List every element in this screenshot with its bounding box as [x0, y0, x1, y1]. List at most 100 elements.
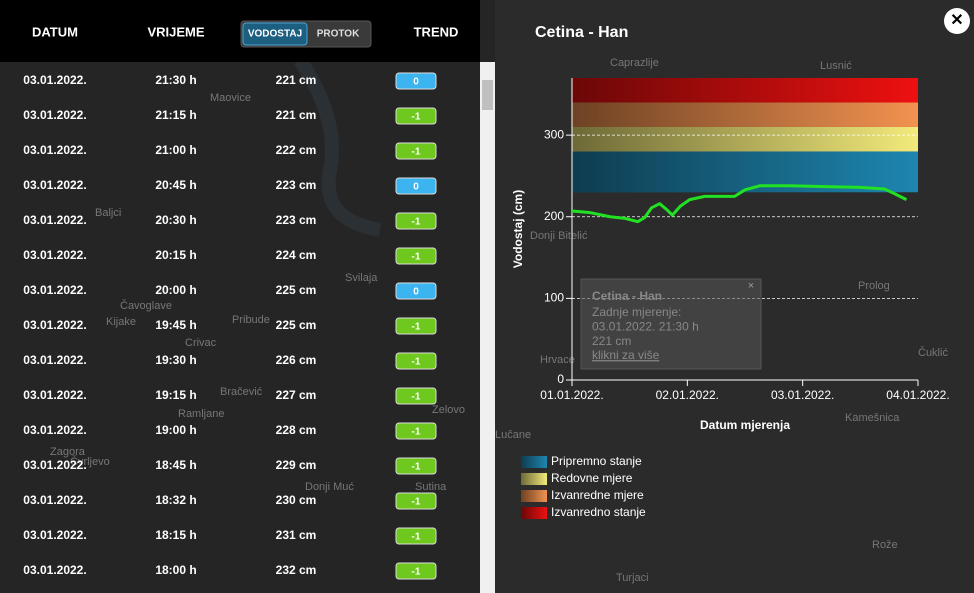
row-level: 228 cm — [276, 423, 317, 437]
map-label: Rože — [872, 539, 898, 551]
map-label: Zagora — [50, 446, 86, 458]
row-level: 225 cm — [276, 318, 317, 332]
legend-label[interactable]: Redovne mjere — [551, 471, 633, 485]
x-tick-label: 04.01.2022. — [886, 388, 949, 402]
row-level: 222 cm — [276, 143, 317, 157]
legend-shade — [521, 490, 547, 502]
row-time: 18:00 h — [155, 563, 196, 577]
header-trend: TREND — [414, 24, 459, 39]
trend-value: -1 — [412, 147, 421, 158]
trend-badge — [395, 492, 437, 510]
trend-value: 0 — [413, 77, 419, 88]
row-time: 21:30 h — [155, 73, 196, 87]
map-label: Caprazlije — [610, 57, 659, 69]
row-time: 18:32 h — [155, 493, 196, 507]
band-shade — [572, 78, 918, 103]
row-date: 03.01.2022. — [23, 388, 86, 402]
toggle-active[interactable] — [242, 22, 308, 46]
band-shade — [572, 151, 918, 193]
row-level: 231 cm — [276, 528, 317, 542]
band-shade — [572, 102, 918, 127]
row-time: 19:30 h — [155, 353, 196, 367]
header-date: DATUM — [32, 24, 78, 39]
map-label: Lučane — [495, 429, 531, 441]
trend-value: -1 — [412, 427, 421, 438]
row-time: 21:00 h — [155, 143, 196, 157]
row-time: 18:15 h — [155, 528, 196, 542]
map-label: Pribude — [232, 314, 270, 326]
trend-badge — [395, 212, 437, 230]
trend-badge — [395, 72, 437, 90]
map-label: Čavoglave — [120, 299, 172, 312]
trend-value: 0 — [413, 182, 419, 193]
band-shade — [572, 126, 918, 152]
y-tick-label: 0 — [557, 372, 564, 386]
y-tick-label: 100 — [544, 291, 564, 305]
tooltip-link[interactable]: klikni za više — [592, 348, 660, 362]
row-date: 03.01.2022. — [23, 73, 86, 87]
row-date: 03.01.2022. — [23, 283, 86, 297]
map-label: Donji Bitelić — [530, 230, 588, 242]
legend-label[interactable]: Izvanredne mjere — [551, 488, 644, 502]
map-label: Svilaja — [345, 272, 378, 284]
row-time: 20:30 h — [155, 213, 196, 227]
row-level: 223 cm — [276, 178, 317, 192]
trend-value: -1 — [412, 532, 421, 543]
map-label: Lusnić — [820, 60, 852, 72]
trend-value: -1 — [412, 252, 421, 263]
toggle-option: VODOSTAJ — [248, 29, 302, 40]
row-date: 03.01.2022. — [23, 423, 86, 437]
trend-badge — [395, 352, 437, 370]
trend-value: -1 — [412, 392, 421, 403]
trend-value: 0 — [413, 287, 419, 298]
scrollbar[interactable] — [480, 62, 495, 593]
map-label: Kijake — [106, 316, 136, 328]
x-tick-label: 03.01.2022. — [771, 388, 834, 402]
legend-label[interactable]: Pripremno stanje — [551, 454, 642, 468]
row-time: 19:45 h — [155, 318, 196, 332]
tooltip-line: 03.01.2022. 21:30 h — [592, 320, 699, 334]
row-level: 225 cm — [276, 283, 317, 297]
x-axis-label: Datum mjerenja — [700, 418, 790, 432]
legend-label[interactable]: Izvanredno stanje — [551, 505, 646, 519]
y-tick-label: 300 — [544, 127, 564, 141]
trend-badge — [395, 387, 437, 405]
row-level: 221 cm — [276, 108, 317, 122]
y-axis-label: Vodostaj (cm) — [511, 190, 525, 268]
trend-badge — [395, 457, 437, 475]
row-date: 03.01.2022. — [23, 248, 86, 262]
row-level: 226 cm — [276, 353, 317, 367]
tooltip-title: Cetina - Han — [592, 289, 662, 303]
close-button[interactable] — [944, 8, 970, 34]
trend-badge — [395, 282, 437, 300]
row-date: 03.01.2022. — [23, 528, 86, 542]
row-level: 230 cm — [276, 493, 317, 507]
map-label: Kamešnica — [845, 412, 900, 424]
row-date: 03.01.2022. — [23, 563, 86, 577]
row-date: 03.01.2022. — [23, 213, 86, 227]
trend-badge — [395, 317, 437, 335]
row-time: 19:00 h — [155, 423, 196, 437]
map-label: Ramljane — [178, 408, 224, 420]
legend-shade — [521, 456, 547, 468]
tooltip-close[interactable]: × — [748, 280, 754, 292]
y-tick-label: 200 — [544, 209, 564, 223]
legend-shade — [521, 507, 547, 519]
trend-value: -1 — [412, 497, 421, 508]
trend-badge — [395, 107, 437, 125]
row-date: 03.01.2022. — [23, 178, 86, 192]
map-label: Zelovo — [432, 404, 465, 416]
x-tick-label: 01.01.2022. — [540, 388, 603, 402]
toggle-option[interactable]: PROTOK — [317, 29, 360, 40]
trend-value: -1 — [412, 357, 421, 368]
row-date: 03.01.2022. — [23, 353, 86, 367]
map-label: Donji Muć — [305, 481, 354, 493]
series-line — [571, 184, 908, 224]
trend-badge — [395, 422, 437, 440]
map-label: Bračević — [220, 386, 263, 398]
map-label: Prolog — [858, 280, 890, 292]
row-date: 03.01.2022. — [23, 493, 86, 507]
table-header — [0, 0, 480, 62]
